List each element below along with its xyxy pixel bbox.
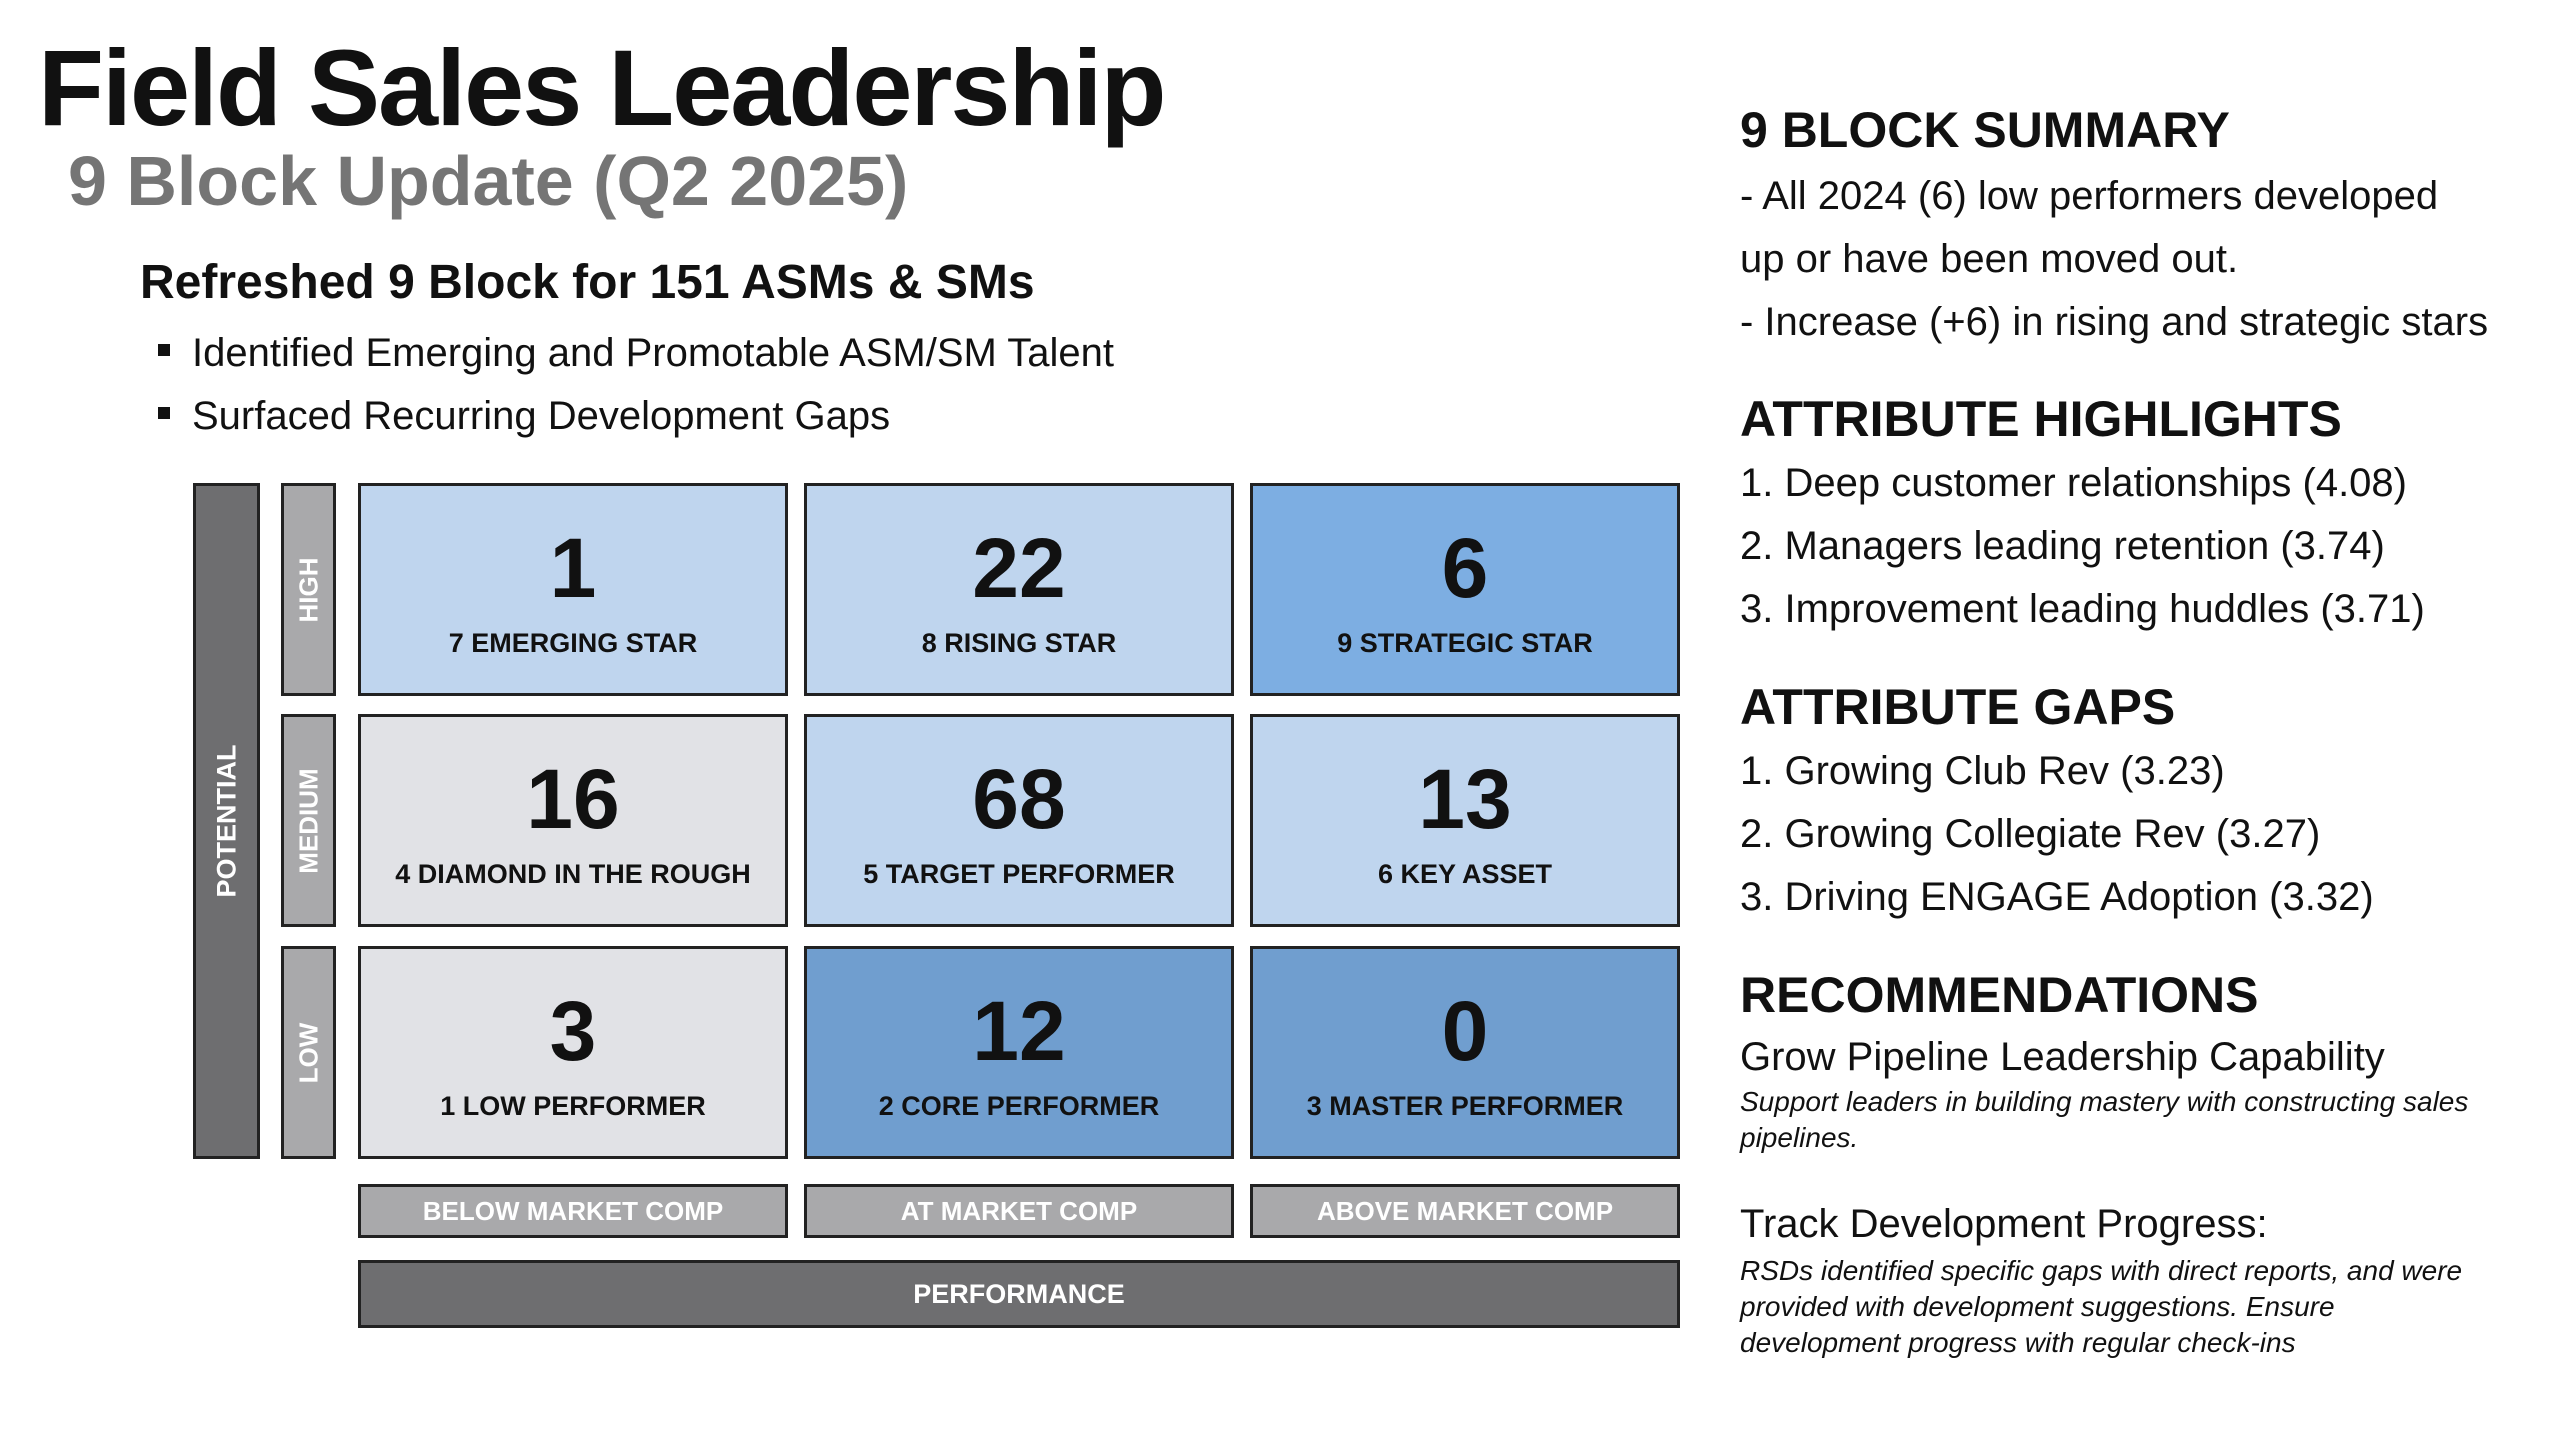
column-label-at-market: AT MARKET COMP [804,1184,1234,1238]
intro-bullet-list: Identified Emerging and Promotable ASM/S… [152,322,1114,448]
block-label: 6 KEY ASSET [1377,859,1553,889]
block-count: 68 [972,752,1066,846]
block-cell-rising-star: 22 8 RISING STAR [804,483,1234,696]
intro-heading: Refreshed 9 Block for 151 ASMs & SMs [140,256,1035,309]
block-count: 1 [549,521,597,615]
block-label: 7 EMERGING STAR [448,628,698,658]
square-bullet-icon [158,407,170,419]
block-cell-key-asset: 13 6 KEY ASSET [1250,714,1680,927]
recommendation-title: Track Development Progress: [1740,1202,2268,1246]
block-label: 1 LOW PERFORMER [440,1091,706,1121]
block-count: 6 [1441,521,1489,615]
block-label: 8 RISING STAR [921,628,1117,658]
summary-line: up or have been moved out. [1740,237,2239,281]
block-label: 4 DIAMOND IN THE ROUGH [395,859,751,889]
recommendation-detail: Support leaders in building mastery with… [1740,1086,2469,1153]
summary-line: - Increase (+6) in rising and strategic … [1740,300,2489,344]
block-label: 9 STRATEGIC STAR [1337,628,1593,658]
gaps-heading: ATTRIBUTE GAPS [1740,679,2176,735]
potential-axis-label: POTENTIAL [211,744,241,898]
highlights-list: 1. Deep customer relationships (4.08) 2.… [1740,452,2425,641]
highlight-item: 1. Deep customer relationships (4.08) [1740,461,2407,505]
block-cell-target-performer: 68 5 TARGET PERFORMER [804,714,1234,927]
block-cell-master-performer: 0 3 MASTER PERFORMER [1250,946,1680,1159]
row-label-text: MEDIUM [293,767,323,874]
row-label-text: LOW [293,1022,323,1083]
recommendation-item: Track Development Progress: RSDs identif… [1740,1197,2500,1361]
block-cell-emerging-star: 1 7 EMERGING STAR [358,483,788,696]
intro-bullet-text: Identified Emerging and Promotable ASM/S… [192,331,1114,375]
block-label: 2 CORE PERFORMER [878,1091,1160,1121]
summary-heading: 9 BLOCK SUMMARY [1740,102,2230,158]
performance-axis-bar: PERFORMANCE [358,1260,1680,1328]
page-title: Field Sales Leadership [38,27,1166,148]
square-bullet-icon [158,344,170,356]
gap-item: 1. Growing Club Rev (3.23) [1740,749,2225,793]
block-count: 16 [526,752,620,846]
page-subtitle: 9 Block Update (Q2 2025) [68,142,909,220]
intro-bullet: Identified Emerging and Promotable ASM/S… [152,322,1114,385]
recommendation-title: Grow Pipeline Leadership Capability [1740,1035,2385,1079]
recommendation-item: Grow Pipeline Leadership Capability Supp… [1740,1030,2500,1156]
potential-axis-bar: POTENTIAL [193,483,260,1159]
block-count: 13 [1418,752,1512,846]
highlights-heading: ATTRIBUTE HIGHLIGHTS [1740,391,2342,447]
summary-line: - All 2024 (6) low performers developed [1740,174,2439,218]
block-cell-low-performer: 3 1 LOW PERFORMER [358,946,788,1159]
block-label: 5 TARGET PERFORMER [863,859,1175,889]
block-count: 12 [972,984,1066,1078]
recommendations-heading: RECOMMENDATIONS [1740,967,2259,1023]
recommendation-detail: RSDs identified specific gaps with direc… [1740,1255,2463,1358]
block-count: 0 [1441,984,1489,1078]
gap-item: 2. Growing Collegiate Rev (3.27) [1740,812,2321,856]
gaps-list: 1. Growing Club Rev (3.23) 2. Growing Co… [1740,740,2374,929]
row-label-low: LOW [281,946,336,1159]
intro-bullet: Surfaced Recurring Development Gaps [152,385,1114,448]
block-label: 3 MASTER PERFORMER [1306,1091,1624,1121]
highlight-item: 3. Improvement leading huddles (3.71) [1740,587,2425,631]
row-label-text: HIGH [293,557,323,622]
block-count: 22 [972,521,1066,615]
summary-text: - All 2024 (6) low performers developed … [1740,165,2488,354]
column-label-below-market: BELOW MARKET COMP [358,1184,788,1238]
block-cell-strategic-star: 6 9 STRATEGIC STAR [1250,483,1680,696]
block-cell-core-performer: 12 2 CORE PERFORMER [804,946,1234,1159]
gap-item: 3. Driving ENGAGE Adoption (3.32) [1740,875,2374,919]
row-label-medium: MEDIUM [281,714,336,927]
row-label-high: HIGH [281,483,336,696]
block-count: 3 [549,984,597,1078]
block-cell-diamond-in-the-rough: 16 4 DIAMOND IN THE ROUGH [358,714,788,927]
column-label-above-market: ABOVE MARKET COMP [1250,1184,1680,1238]
highlight-item: 2. Managers leading retention (3.74) [1740,524,2385,568]
intro-bullet-text: Surfaced Recurring Development Gaps [192,394,891,438]
